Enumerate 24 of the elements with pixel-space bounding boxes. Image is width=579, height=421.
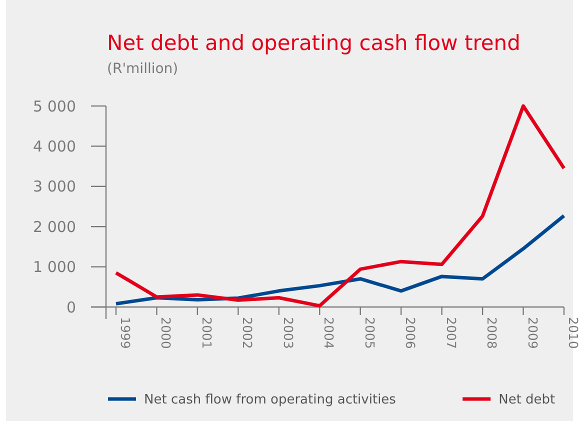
y-tick-label: 3 000 <box>33 178 76 196</box>
y-tick-label: 1 000 <box>33 258 76 276</box>
x-tick-label: 2000 <box>158 317 174 349</box>
x-tick-label: 2005 <box>362 317 378 349</box>
chart-title: Net debt and operating cash flow trend <box>107 31 520 55</box>
y-tick-label: 2 000 <box>33 218 76 236</box>
x-tick-label: 2006 <box>403 317 418 349</box>
legend-label: Net cash flow from operating activities <box>144 392 396 408</box>
x-tick-label: 2003 <box>280 317 296 349</box>
y-tick-label: 4 000 <box>33 137 76 156</box>
line-series <box>114 104 566 308</box>
x-tick-label: 2007 <box>444 317 459 349</box>
x-tick-label: 2002 <box>240 317 256 349</box>
chart-subtitle: (R'million) <box>107 61 178 77</box>
legend-label: Net debt <box>498 392 556 408</box>
x-tick-label: 2004 <box>322 317 337 349</box>
x-tick-label: 1999 <box>118 317 133 349</box>
x-tick-label: 2010 <box>566 317 579 349</box>
x-tick-label: 2008 <box>484 317 500 349</box>
y-tick-label: 0 <box>66 298 76 316</box>
y-tick-label: 5 000 <box>33 97 76 116</box>
x-tick-label: 2009 <box>525 317 540 349</box>
line-series <box>114 214 566 306</box>
x-tick-label: 2001 <box>199 317 214 349</box>
